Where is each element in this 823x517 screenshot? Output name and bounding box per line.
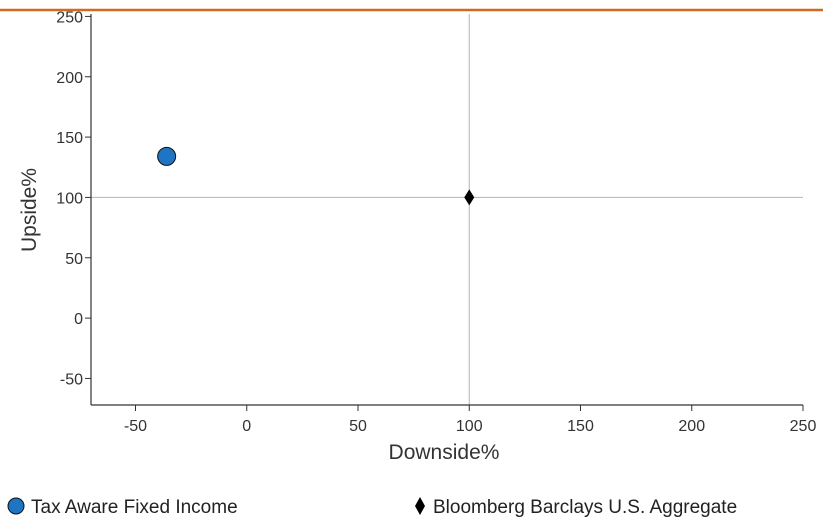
data-points bbox=[157, 146, 475, 206]
legend-item-tax-aware: Tax Aware Fixed Income bbox=[7, 497, 238, 517]
y-axis-title: Upside% bbox=[18, 168, 41, 252]
x-tick-label: 100 bbox=[456, 418, 483, 435]
x-tick-label: 150 bbox=[567, 418, 594, 435]
y-tick-label: 100 bbox=[56, 190, 83, 207]
legend: Tax Aware Fixed Income Bloomberg Barclay… bbox=[7, 497, 737, 517]
point-tax-aware-fixed-income bbox=[157, 146, 177, 166]
legend-label-benchmark: Bloomberg Barclays U.S. Aggregate bbox=[433, 497, 737, 517]
x-tick-label: 0 bbox=[242, 418, 251, 435]
y-tick-label: 250 bbox=[56, 9, 83, 26]
y-tick-label: 150 bbox=[56, 130, 83, 147]
point-bloomberg-barclays-aggregate bbox=[464, 189, 475, 206]
y-tick-label: 0 bbox=[74, 311, 83, 328]
legend-label-tax-aware: Tax Aware Fixed Income bbox=[31, 497, 238, 517]
legend-diamond-marker-icon bbox=[415, 497, 425, 515]
x-tick-label: -50 bbox=[124, 418, 147, 435]
legend-circle-marker-icon bbox=[7, 497, 25, 515]
x-ticks: -50 0 50 100 150 200 250 bbox=[124, 405, 817, 435]
legend-item-benchmark: Bloomberg Barclays U.S. Aggregate bbox=[415, 497, 737, 517]
y-ticks: -50 0 50 100 150 200 250 bbox=[56, 9, 91, 388]
x-axis-title: Downside% bbox=[389, 441, 500, 464]
y-tick-label: 200 bbox=[56, 70, 83, 87]
x-tick-label: 250 bbox=[790, 418, 817, 435]
plot-area: -50 0 50 100 150 200 250 -50 0 50 100 150 200 250 bbox=[56, 9, 816, 435]
y-tick-label: -50 bbox=[60, 371, 83, 388]
x-tick-label: 50 bbox=[349, 418, 367, 435]
x-tick-label: 200 bbox=[678, 418, 705, 435]
y-tick-label: 50 bbox=[65, 251, 83, 268]
